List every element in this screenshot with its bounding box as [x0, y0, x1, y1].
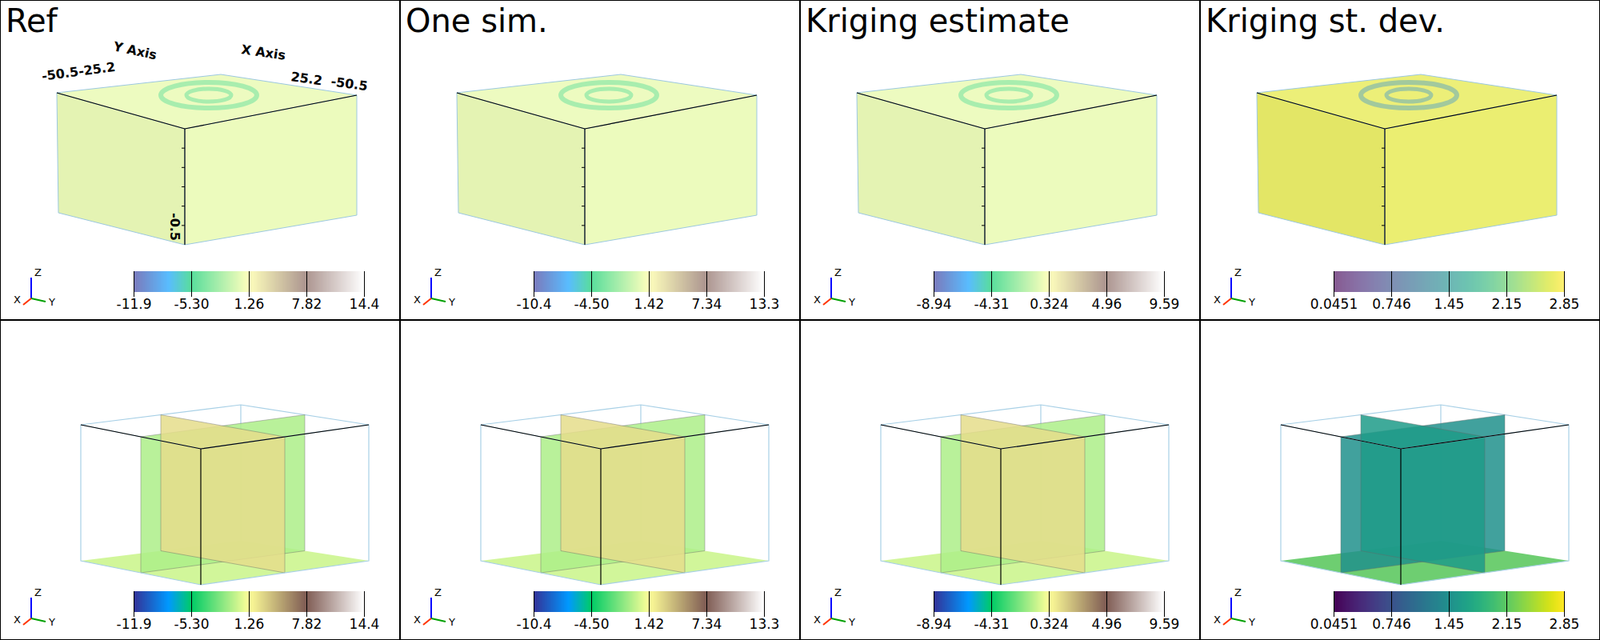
- html-text:Kriging st. dev.: Kriging st. dev.: [1205, 2, 1445, 40]
- svg-text:Z: Z: [834, 266, 842, 279]
- svg-text:Z: Z: [34, 266, 42, 279]
- svg-text:1.26: 1.26: [234, 296, 265, 312]
- svg-text:X: X: [13, 293, 21, 306]
- svg-text:0.746: 0.746: [1372, 296, 1412, 312]
- svg-text:7.82: 7.82: [292, 296, 323, 312]
- svg-text:-0.5: -0.5: [167, 212, 183, 241]
- svg-text:25.2: 25.2: [289, 68, 324, 88]
- svg-text:7.82: 7.82: [292, 616, 323, 632]
- svg-text:14.4: 14.4: [349, 616, 380, 632]
- svg-text:1.42: 1.42: [634, 616, 665, 632]
- svg-text:-11.9: -11.9: [116, 616, 152, 632]
- svg-text:Y: Y: [1248, 296, 1256, 308]
- svg-text:0.0451: 0.0451: [1310, 296, 1358, 312]
- svg-text:Z: Z: [34, 586, 42, 599]
- svg-text:0.324: 0.324: [1029, 616, 1069, 632]
- svg-text:-10.4: -10.4: [516, 616, 552, 632]
- svg-text:-4.50: -4.50: [574, 296, 610, 312]
- svg-text:Y: Y: [48, 616, 56, 628]
- svg-text:-5.30: -5.30: [174, 616, 210, 632]
- svg-text:Y: Y: [48, 296, 56, 308]
- html-text:Ref: Ref: [5, 2, 58, 40]
- svg-text:13.3: 13.3: [749, 616, 780, 632]
- svg-text:1.42: 1.42: [634, 296, 665, 312]
- svg-text:Y: Y: [448, 616, 456, 628]
- svg-text:X: X: [13, 613, 21, 626]
- svg-text:Z: Z: [834, 586, 842, 599]
- svg-text:-11.9: -11.9: [116, 296, 152, 312]
- svg-text:-4.50: -4.50: [574, 616, 610, 632]
- svg-text:7.34: 7.34: [692, 296, 723, 312]
- svg-text:X Axis: X Axis: [240, 41, 287, 64]
- svg-text:X: X: [1213, 293, 1221, 306]
- svg-text:X: X: [413, 613, 421, 626]
- svg-text:4.96: 4.96: [1092, 616, 1123, 632]
- svg-text:2.85: 2.85: [1549, 296, 1580, 312]
- svg-text:-4.31: -4.31: [974, 616, 1010, 632]
- svg-text:Z: Z: [1234, 586, 1242, 599]
- svg-text:X: X: [1213, 613, 1221, 626]
- svg-text:Y: Y: [448, 296, 456, 308]
- svg-text:1.26: 1.26: [234, 616, 265, 632]
- svg-text:Y Axis: Y Axis: [111, 38, 159, 63]
- html-text:One sim.: One sim.: [405, 2, 548, 40]
- svg-text:-10.4: -10.4: [516, 296, 552, 312]
- svg-text:-50.5: -50.5: [329, 73, 368, 94]
- svg-text:7.34: 7.34: [692, 616, 723, 632]
- svg-text:Z: Z: [434, 586, 442, 599]
- svg-text:-8.94: -8.94: [916, 616, 952, 632]
- svg-text:0.324: 0.324: [1029, 296, 1069, 312]
- svg-text:14.4: 14.4: [349, 296, 380, 312]
- svg-text:2.15: 2.15: [1492, 616, 1523, 632]
- svg-text:2.85: 2.85: [1549, 616, 1580, 632]
- svg-text:9.59: 9.59: [1149, 296, 1180, 312]
- svg-text:0.0451: 0.0451: [1310, 616, 1358, 632]
- svg-text:4.96: 4.96: [1092, 296, 1123, 312]
- svg-text:Z: Z: [434, 266, 442, 279]
- svg-text:0.746: 0.746: [1372, 616, 1412, 632]
- svg-text:-5.30: -5.30: [174, 296, 210, 312]
- svg-text:Y: Y: [848, 616, 856, 628]
- html-text:Kriging estimate: Kriging estimate: [805, 2, 1070, 40]
- svg-text:Y: Y: [1248, 616, 1256, 628]
- svg-text:X: X: [813, 293, 821, 306]
- svg-text:1.45: 1.45: [1434, 296, 1465, 312]
- svg-text:13.3: 13.3: [749, 296, 780, 312]
- svg-text:9.59: 9.59: [1149, 616, 1180, 632]
- svg-text:Y: Y: [848, 296, 856, 308]
- svg-text:X: X: [413, 293, 421, 306]
- svg-text:Z: Z: [1234, 266, 1242, 279]
- svg-text:1.45: 1.45: [1434, 616, 1465, 632]
- svg-text:2.15: 2.15: [1492, 296, 1523, 312]
- svg-text:-8.94: -8.94: [916, 296, 952, 312]
- svg-text:-4.31: -4.31: [974, 296, 1010, 312]
- svg-text:-50.5: -50.5: [40, 64, 80, 84]
- svg-text:X: X: [813, 613, 821, 626]
- svg-text:-25.2: -25.2: [77, 59, 116, 80]
